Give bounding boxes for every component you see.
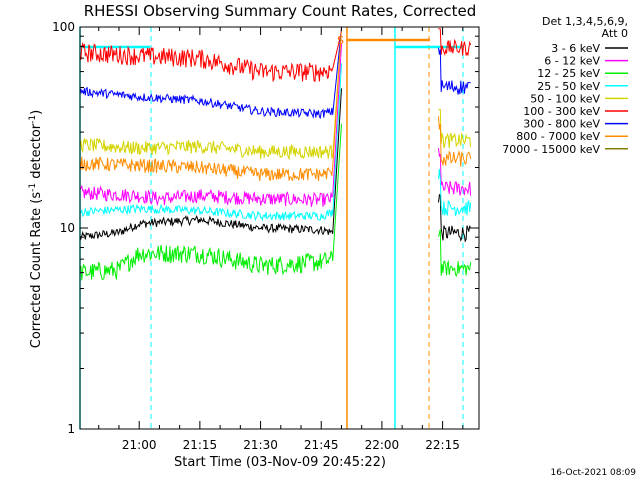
legend-label: 100 - 300 keV: [523, 105, 600, 118]
y-label-part2: detector: [29, 123, 44, 183]
series-line: [79, 27, 342, 161]
series-line: [79, 27, 342, 182]
series-line: [438, 148, 472, 196]
x-axis: 21:00 21:15 21:30 21:45 22:00 22:15: [98, 27, 464, 452]
legend-label: 7000 - 15000 keV: [502, 143, 600, 156]
series-line: [438, 47, 471, 95]
legend-label: 12 - 25 keV: [537, 67, 600, 80]
y-label-sup1: -1: [28, 183, 38, 192]
timestamp: 16-Oct-2021 08:09: [551, 468, 637, 478]
x-tick-label: 22:00: [365, 438, 400, 452]
legend-label: 3 - 6 keV: [551, 42, 600, 55]
y-label-sup2: -1: [28, 115, 38, 124]
series-layer: [79, 27, 472, 281]
x-tick-label: 21:15: [183, 438, 218, 452]
plot-background: [80, 27, 479, 429]
legend-label: 50 - 100 keV: [530, 92, 600, 105]
series-line: [79, 123, 342, 281]
series-line: [79, 63, 342, 222]
legend-label: 300 - 800 keV: [523, 118, 600, 131]
series-line: [438, 229, 472, 278]
x-axis-label: Start Time (03-Nov-09 20:45:22): [174, 455, 386, 470]
x-tick-label: 22:15: [425, 438, 460, 452]
annotation-s: S: [337, 34, 344, 47]
legend-label: 800 - 7000 keV: [516, 130, 600, 143]
series-line: [79, 27, 342, 120]
y-label-part3: ): [29, 110, 44, 115]
series-line: [79, 88, 342, 241]
y-tick-label: 10: [60, 221, 75, 235]
y-axis: 1 10 100: [52, 20, 479, 436]
series-line: [438, 168, 472, 216]
chart-title: RHESSI Observing Summary Count Rates, Co…: [84, 2, 477, 20]
legend-label: 25 - 50 keV: [537, 80, 600, 93]
detectors-label-2: Att 0: [602, 27, 628, 40]
series-line: [438, 108, 472, 149]
y-tick-label: 100: [52, 20, 75, 34]
series-line: [438, 28, 472, 57]
x-tick-label: 21:00: [122, 438, 157, 452]
series-line: [438, 193, 472, 243]
legend-label: 6 - 12 keV: [544, 55, 600, 68]
series-line: [79, 31, 342, 83]
detectors-label-1: Det 1,3,4,5,6,9,: [542, 15, 628, 28]
y-label-part1: Corrected Count Rate (s: [29, 192, 44, 349]
series-line: [438, 116, 472, 167]
x-tick-label: 21:45: [304, 438, 339, 452]
x-tick-label: 21:30: [243, 438, 278, 452]
y-tick-label: 1: [67, 422, 75, 436]
series-line: [79, 43, 342, 207]
y-axis-label: Corrected Count Rate (s-1 detector-1): [28, 110, 44, 348]
